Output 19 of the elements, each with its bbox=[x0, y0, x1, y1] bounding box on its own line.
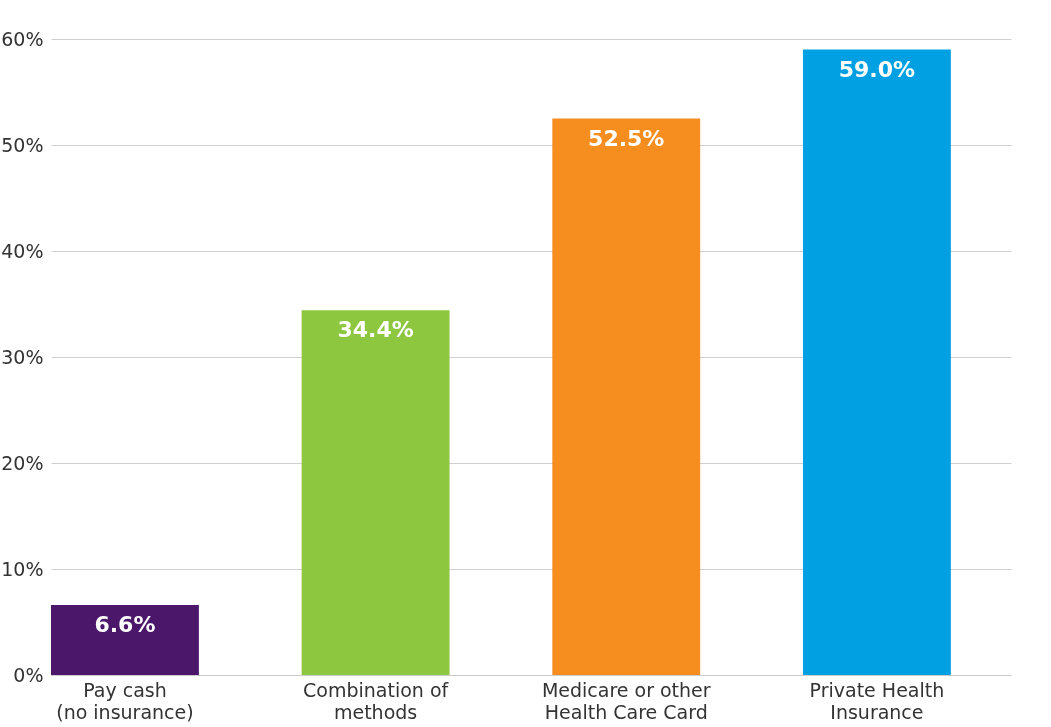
y-tick-label: 50% bbox=[1, 133, 44, 156]
x-tick-label: Pay cash (no insurance) bbox=[56, 678, 194, 723]
bar bbox=[552, 118, 701, 675]
bar bbox=[301, 310, 450, 675]
x-tick-label: Combination of methods bbox=[303, 678, 450, 723]
data-label: 6.6% bbox=[94, 612, 156, 638]
y-tick-label: 0% bbox=[13, 663, 44, 686]
data-label: 34.4% bbox=[337, 317, 414, 343]
bar bbox=[802, 49, 951, 675]
data-label: 59.0% bbox=[838, 56, 916, 82]
y-tick-label: 20% bbox=[1, 451, 44, 474]
y-tick-label: 30% bbox=[1, 345, 44, 368]
y-tick-label: 40% bbox=[1, 239, 44, 262]
y-tick-label: 60% bbox=[1, 27, 44, 50]
y-tick-label: 10% bbox=[1, 557, 44, 580]
data-label: 52.5% bbox=[588, 125, 665, 151]
x-tick-label: Private Health Insurance bbox=[809, 678, 945, 723]
x-tick-label: Medicare or other Health Care Card bbox=[541, 678, 711, 723]
bar bbox=[51, 605, 199, 675]
